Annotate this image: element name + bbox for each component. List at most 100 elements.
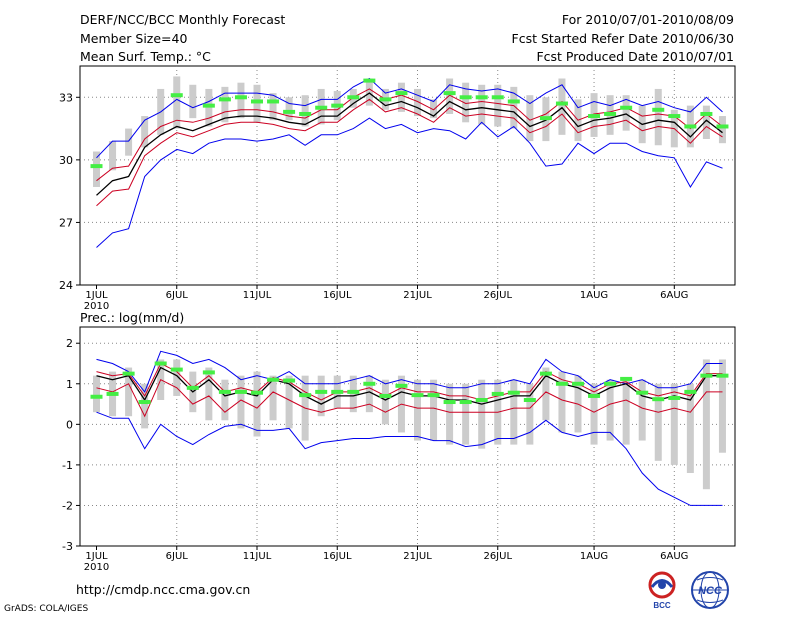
prec-spread-bar xyxy=(430,379,438,441)
temp-spread-bar xyxy=(205,88,213,127)
temp-ytick-label: 24 xyxy=(59,279,73,292)
prec-observed-marker xyxy=(122,371,135,376)
prec-spread-bar xyxy=(718,359,726,453)
prec-observed-marker xyxy=(668,395,681,400)
prec-observed-marker xyxy=(186,385,199,390)
temp-xtick-label: 11JUL xyxy=(243,290,272,301)
temp-observed-marker xyxy=(234,95,247,100)
prec-spread-bar xyxy=(702,359,710,490)
prec-observed-marker xyxy=(106,391,119,396)
temp-spread-bar xyxy=(702,105,710,139)
prec-ytick-label: 1 xyxy=(66,378,73,391)
prec-observed-marker xyxy=(267,377,280,382)
prec-spread-bar xyxy=(205,367,213,421)
temp-xtick-label: 6JUL xyxy=(166,290,189,301)
prec-spread-bar xyxy=(349,375,357,413)
prec-observed-marker xyxy=(572,381,584,386)
temp-observed-marker xyxy=(443,91,456,96)
temp-observed-marker xyxy=(267,99,280,104)
temp-spread-bar xyxy=(526,95,534,142)
temp-spread-bar xyxy=(189,84,197,119)
temp-spread-bar xyxy=(365,78,373,106)
prec-xtick-label: 1JUL xyxy=(85,551,108,562)
prec-spread-bar xyxy=(221,379,229,421)
prec-spread-bar xyxy=(638,379,646,441)
prec-observed-marker xyxy=(315,389,328,394)
grads-credit: GrADS: COLA/IGES xyxy=(4,604,89,614)
prec-ytick-label: -2 xyxy=(62,499,73,512)
prec-spread-bar xyxy=(317,375,325,417)
temp-spread-bar xyxy=(173,76,181,129)
prec-ytick-label: -1 xyxy=(62,459,73,472)
prec-observed-marker xyxy=(555,381,568,386)
forecast-period: For 2010/07/01-2010/08/09 xyxy=(561,12,734,27)
prec-spread-bar xyxy=(462,383,470,445)
prec-spread-bar xyxy=(622,379,630,445)
temp-year-label: 2010 xyxy=(84,301,109,312)
temp-observed-marker xyxy=(299,111,312,116)
prec-spread-bar xyxy=(253,371,261,437)
temp-spread-bar xyxy=(558,78,566,135)
prec-spread-bar xyxy=(269,375,277,421)
prec-ytick-label: 0 xyxy=(66,418,73,431)
prec-observed-marker xyxy=(379,393,392,398)
temp-xtick-label: 1JUL xyxy=(85,290,108,301)
temp-observed-marker xyxy=(716,124,729,129)
temp-spread-bar xyxy=(125,128,133,156)
prec-observed-marker xyxy=(331,389,344,394)
temp-observed-marker xyxy=(604,111,617,116)
temp-xtick-label: 1AUG xyxy=(580,290,608,301)
prec-spread-bar xyxy=(558,371,566,433)
temp-xtick-label: 6AUG xyxy=(660,290,688,301)
prec-line-p80 xyxy=(96,362,723,401)
prec-line-p20 xyxy=(96,379,723,418)
temp-observed-marker xyxy=(475,95,488,100)
prec-spread-bar xyxy=(590,383,598,445)
prec-frame xyxy=(79,326,736,547)
prec-spread-bar xyxy=(606,379,614,441)
temp-ytick-label: 27 xyxy=(59,216,73,229)
prec-observed-marker xyxy=(427,393,440,398)
variable-label: Mean Surf. Temp.: °C xyxy=(80,49,211,64)
prec-spread-bar xyxy=(237,375,245,429)
prec-observed-marker xyxy=(234,389,247,394)
prec-observed-marker xyxy=(90,394,103,399)
temp-spread-bar xyxy=(269,93,277,121)
prec-spread-bar xyxy=(285,375,293,429)
temp-observed-marker xyxy=(668,114,681,119)
temp-observed-marker xyxy=(218,97,231,102)
temp-observed-marker xyxy=(652,107,665,112)
prec-spread-bar xyxy=(478,379,486,449)
temp-observed-marker xyxy=(283,109,296,114)
prec-spread-bar xyxy=(141,383,149,429)
prec-spread-bar xyxy=(446,383,454,445)
temp-observed-marker xyxy=(379,97,392,102)
refer-date: Fcst Started Refer Date 2010/06/30 xyxy=(511,31,735,46)
prec-observed-marker xyxy=(507,390,520,395)
prec-observed-marker xyxy=(138,400,151,405)
temp-line-max xyxy=(96,77,723,159)
temp-xtick-label: 21JUL xyxy=(403,290,432,301)
temp-observed-marker xyxy=(347,95,360,100)
prec-panel-title: Prec.: log(mm/d) xyxy=(80,310,184,325)
temp-observed-marker xyxy=(459,95,472,100)
temp-spread-bar xyxy=(285,97,293,121)
prec-xtick-label: 6JUL xyxy=(166,551,189,562)
prec-spread-bar xyxy=(173,359,181,396)
temp-observed-marker xyxy=(491,95,504,100)
prec-observed-marker xyxy=(218,389,231,394)
prec-spread-bar xyxy=(93,375,100,413)
member-size: Member Size=40 xyxy=(80,31,188,46)
temp-line-mean xyxy=(96,92,723,196)
prec-xtick-label: 21JUL xyxy=(403,551,432,562)
prec-observed-marker xyxy=(347,389,360,394)
temp-spread-bar xyxy=(494,84,502,127)
temp-spread-bar xyxy=(430,99,438,119)
prec-observed-marker xyxy=(491,391,504,396)
prec-spread-bar xyxy=(670,383,678,465)
prec-spread-bar xyxy=(381,379,389,425)
temp-spread-bar xyxy=(109,141,117,171)
source-url[interactable]: http://cmdp.ncc.cma.gov.cn xyxy=(76,582,251,597)
